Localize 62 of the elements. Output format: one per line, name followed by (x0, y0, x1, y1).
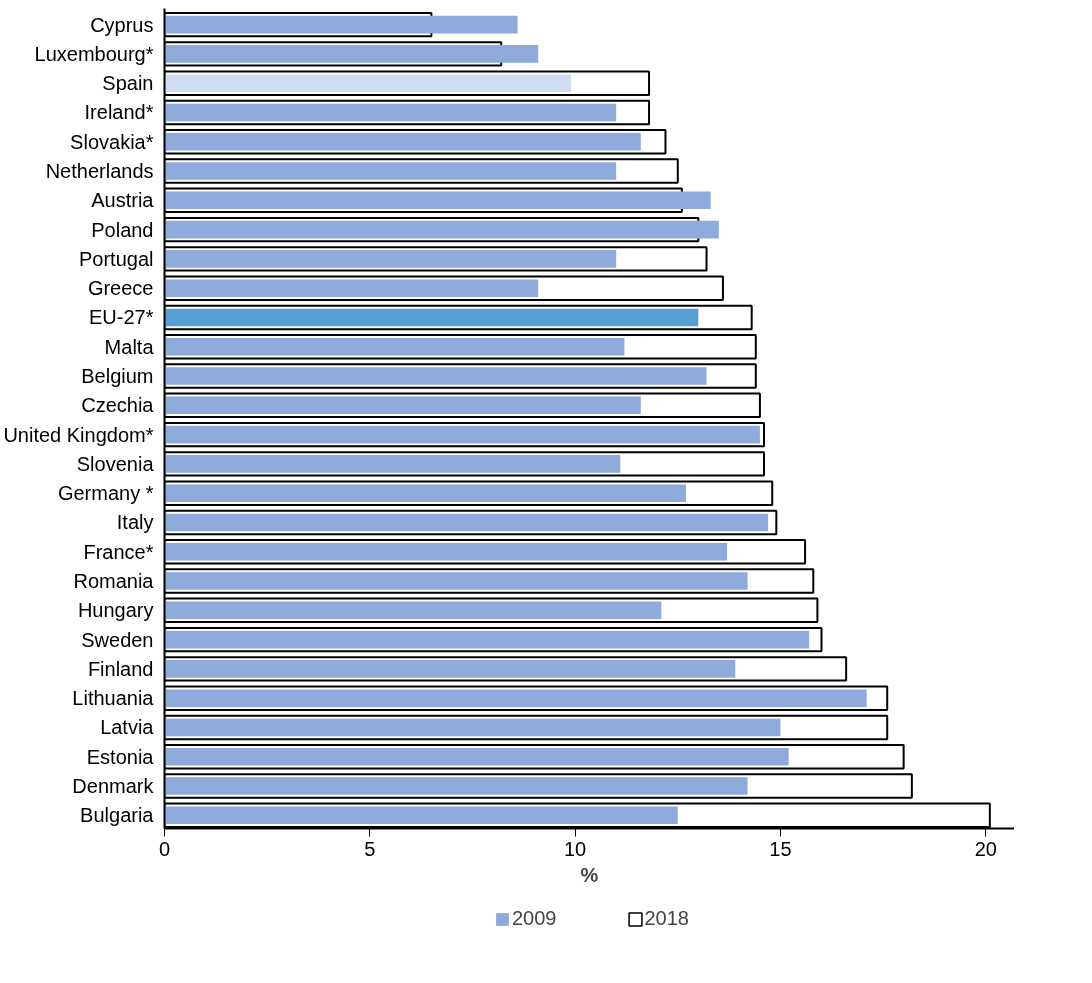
y-tick-label: United Kingdom* (3, 423, 154, 446)
bar (164, 718, 781, 737)
y-tick-label: Finland (87, 657, 154, 680)
bar (164, 220, 719, 239)
x-tick-label: 5 (364, 837, 376, 860)
x-tick-label: 10 (564, 837, 587, 860)
y-tick-label: Slovakia* (70, 130, 154, 153)
y-tick-label: Slovenia (76, 452, 155, 475)
y-tick-label: Sweden (81, 628, 154, 651)
y-tick-label: EU-27* (89, 306, 154, 329)
bar (164, 396, 641, 415)
y-tick-label: Spain (102, 72, 154, 95)
bar (164, 484, 686, 502)
bar (164, 191, 711, 210)
bar (164, 337, 625, 356)
bar (164, 747, 789, 766)
bar (164, 660, 736, 678)
y-tick-label: Austria (91, 189, 155, 212)
bar (164, 542, 728, 561)
y-tick-label: Lithuania (72, 687, 155, 710)
bar (164, 103, 617, 122)
bar (164, 132, 641, 151)
bar (164, 279, 539, 297)
bar (164, 45, 539, 63)
bar (164, 455, 621, 473)
y-tick-label: France* (83, 540, 154, 563)
y-tick-label: Hungary (77, 599, 154, 622)
y-tick-label: Germany * (57, 482, 154, 505)
y-tick-label: Netherlands (45, 160, 154, 183)
x-tick-label: 15 (769, 837, 792, 860)
legend-label: 2009 (512, 907, 557, 930)
y-tick-label: Cyprus (90, 13, 154, 36)
y-tick-label: Romania (73, 570, 155, 593)
bar (164, 572, 748, 590)
x-tick-label: 20 (974, 837, 997, 860)
bar (164, 250, 617, 268)
bar (164, 777, 748, 795)
y-tick-label: Malta (104, 335, 155, 358)
y-tick-label: Latvia (100, 716, 155, 739)
y-tick-label: Ireland* (84, 101, 154, 124)
bar (164, 308, 699, 327)
y-tick-label: Bulgaria (80, 804, 155, 827)
y-tick-label: Denmark (72, 775, 155, 798)
bar (164, 806, 678, 825)
bar (164, 689, 867, 707)
y-tick-label: Luxembourg* (34, 42, 154, 65)
y-tick-label: Poland (91, 218, 154, 241)
y-tick-label: Italy (116, 511, 154, 534)
x-tick-label: 0 (158, 837, 171, 860)
y-tick-label: Portugal (79, 247, 154, 270)
y-tick-label: Czechia (81, 394, 155, 417)
bar (164, 601, 662, 620)
bar (164, 630, 810, 649)
bar (164, 162, 617, 180)
bar (164, 74, 572, 92)
x-axis-title: % (580, 863, 599, 886)
bar (164, 367, 707, 385)
y-tick-label: Greece (87, 277, 154, 300)
y-tick-label: Belgium (81, 365, 154, 388)
y-tick-label: Estonia (86, 745, 155, 768)
legend-label: 2018 (644, 907, 689, 930)
bar (164, 15, 518, 34)
